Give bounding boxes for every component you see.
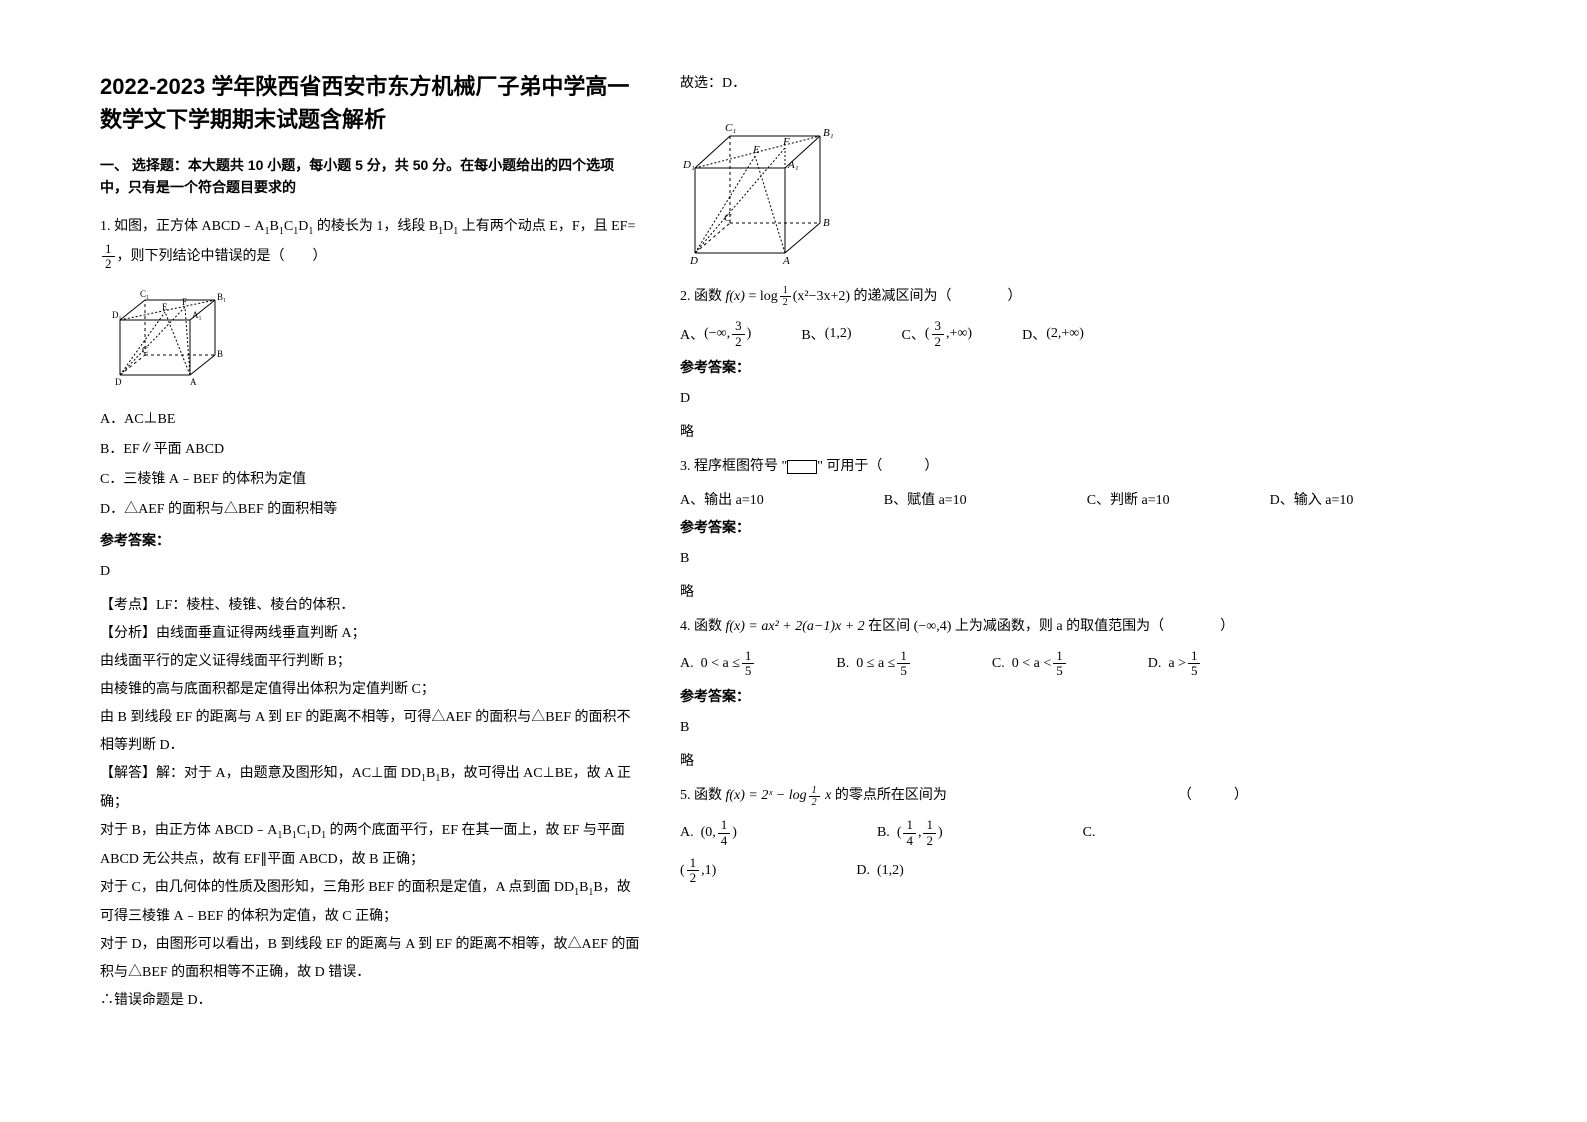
q2-answer: D xyxy=(680,385,1380,413)
cube-figure-small: D A C B D₁ A₁ C₁ B₁ E F xyxy=(100,285,240,395)
svg-text:D: D xyxy=(689,255,698,267)
q1-text-d: D xyxy=(298,219,308,234)
q1-opt-a: A．AC⊥BE xyxy=(100,406,640,434)
q2-opt-b: B、(1,2) xyxy=(801,324,851,344)
q4-answer: B xyxy=(680,714,1380,742)
q4-fx: f(x) = ax² + 2(a−1)x + 2 xyxy=(726,619,865,634)
q1-exp3: 由线面平行的定义证得线面平行判断 B； xyxy=(100,648,640,676)
svg-text:A: A xyxy=(190,377,197,387)
svg-text:D₁: D₁ xyxy=(682,159,695,171)
svg-text:E: E xyxy=(162,302,168,312)
q3-opt-d: D、输入 a=10 xyxy=(1270,489,1354,509)
svg-text:A₁: A₁ xyxy=(787,159,799,171)
q3-opt-b: B、赋值 a=10 xyxy=(884,489,967,509)
q1-exp1: 【考点】LF：棱柱、棱锥、棱台的体积． xyxy=(100,592,640,620)
q3-options: A、输出 a=10 B、赋值 a=10 C、判断 a=10 D、输入 a=10 xyxy=(680,489,1380,509)
q4-opt-c: C. 0 < a <15 xyxy=(992,649,1068,679)
svg-text:C₁: C₁ xyxy=(140,289,149,299)
q2-opt-d: D、(2,+∞) xyxy=(1022,324,1084,344)
q1-text-a: 1. 如图，正方体 ABCD﹣A xyxy=(100,219,265,234)
q1-text-h: ，则下列结论中错误的是（ ） xyxy=(117,249,327,264)
question-5: 5. 函数 f(x) = 2ˣ − log12 x 的零点所在区间为 （ ） xyxy=(680,782,1380,810)
svg-text:E: E xyxy=(752,144,760,156)
q1-exp8: 对于 C，由几何体的性质及图形知，三角形 BEF 的面积是定值，A 点到面 DD… xyxy=(100,874,640,931)
q3-exp: 略 xyxy=(680,579,1380,607)
q1-text-c: C xyxy=(284,219,293,234)
q2-exp: 略 xyxy=(680,419,1380,447)
q3-opt-c: C、判断 a=10 xyxy=(1087,489,1170,509)
q1-exp10: ∴错误命题是 D． xyxy=(100,987,640,1015)
svg-text:C: C xyxy=(724,212,732,224)
q4-opt-d: D. a >15 xyxy=(1148,649,1203,679)
q1-opt-d: D．△AEF 的面积与△BEF 的面积相等 xyxy=(100,496,640,524)
q1-answer-label: 参考答案： xyxy=(100,530,640,550)
svg-text:C: C xyxy=(142,345,148,355)
q1-answer: D xyxy=(100,558,640,586)
q1-exp11: 故选：D． xyxy=(680,70,1380,98)
q1-opt-c: C．三棱锥 A﹣BEF 的体积为定值 xyxy=(100,466,640,494)
q5-fx: f(x) = 2ˣ − log12 x xyxy=(726,788,835,803)
q3-answer-label: 参考答案： xyxy=(680,517,1380,537)
q1-exp5: 由 B 到线段 EF 的距离与 A 到 EF 的距离不相等，可得△AEF 的面积… xyxy=(100,704,640,760)
svg-text:D₁: D₁ xyxy=(112,310,122,320)
q4-exp: 略 xyxy=(680,748,1380,776)
q1-exp4: 由棱锥的高与底面积都是定值得出体积为定值判断 C； xyxy=(100,676,640,704)
cube-figure-large: D A C B D₁ A₁ C₁ B₁ E F xyxy=(680,108,840,268)
q2-fx: f(x) xyxy=(726,289,745,304)
svg-text:B₁: B₁ xyxy=(823,127,834,139)
q1-exp2: 【分析】由线面垂直证得两线垂直判断 A； xyxy=(100,620,640,648)
q5-opt-c: C. xyxy=(1083,825,1096,841)
q5-opt-b: B. (14,12) xyxy=(877,818,943,848)
q1-exp7: 对于 B，由正方体 ABCD﹣A1B1C1D1 的两个底面平行，EF 在其一面上… xyxy=(100,817,640,874)
svg-text:A: A xyxy=(782,255,790,267)
q4-answer-label: 参考答案： xyxy=(680,686,1380,706)
q5-options-row1: A. (0,14) B. (14,12) C. xyxy=(680,818,1380,848)
svg-text:D: D xyxy=(115,377,122,387)
svg-text:B₁: B₁ xyxy=(217,292,226,302)
svg-text:F: F xyxy=(182,297,187,307)
q5-opt-c-val: (12,1) xyxy=(680,856,716,886)
q1-text-g: 上有两个动点 E，F，且 EF= xyxy=(458,219,635,234)
q5-opt-a: A. (0,14) xyxy=(680,818,737,848)
q2-answer-label: 参考答案： xyxy=(680,357,1380,377)
question-3: 3. 程序框图符号 "" 可用于（ ） xyxy=(680,453,1380,481)
section-header: 一、 选择题：本大题共 10 小题，每小题 5 分，共 50 分。在每小题给出的… xyxy=(100,154,640,199)
process-box-icon xyxy=(787,460,817,474)
q2-options: A、(−∞,32) B、(1,2) C、(32,+∞) D、(2,+∞) xyxy=(680,319,1380,349)
q2-opt-a: A、(−∞,32) xyxy=(680,319,751,349)
q5-options-row2: (12,1) D. (1,2) xyxy=(680,856,1380,886)
question-2: 2. 函数 f(x) = log12(x²−3x+2) 的递减区间为（ ） xyxy=(680,283,1380,311)
q2-opt-c: C、(32,+∞) xyxy=(902,319,973,349)
q1-exp9: 对于 D，由图形可以看出，B 到线段 EF 的距离与 A 到 EF 的距离不相等… xyxy=(100,931,640,987)
q1-text-b: B xyxy=(270,219,279,234)
question-1: 1. 如图，正方体 ABCD﹣A1B1C1D1 的棱长为 1，线段 B1D1 上… xyxy=(100,213,640,271)
q3-answer: B xyxy=(680,545,1380,573)
svg-text:C₁: C₁ xyxy=(725,122,736,134)
exam-title: 2022-2023 学年陕西省西安市东方机械厂子弟中学高一数学文下学期期末试题含… xyxy=(100,70,640,136)
q1-frac: 12 xyxy=(102,242,115,272)
q1-text-e: 的棱长为 1，线段 B xyxy=(313,219,438,234)
q1-text-f: D xyxy=(443,219,453,234)
question-4: 4. 函数 f(x) = ax² + 2(a−1)x + 2 在区间 (−∞,4… xyxy=(680,613,1380,641)
q4-opt-a: A. 0 < a ≤15 xyxy=(680,649,756,679)
svg-text:A₁: A₁ xyxy=(192,310,202,320)
q4-options: A. 0 < a ≤15 B. 0 ≤ a ≤15 C. 0 < a <15 D… xyxy=(680,649,1380,679)
q3-opt-a: A、输出 a=10 xyxy=(680,489,764,509)
q5-opt-d: D. (1,2) xyxy=(856,863,903,879)
q4-opt-b: B. 0 ≤ a ≤15 xyxy=(836,649,911,679)
q1-opt-b: B．EF∥平面 ABCD xyxy=(100,436,640,464)
svg-text:F: F xyxy=(782,136,790,148)
q1-exp6: 【解答】解：对于 A，由题意及图形知，AC⊥面 DD1B1B，故可得出 AC⊥B… xyxy=(100,760,640,817)
svg-text:B: B xyxy=(823,217,830,229)
svg-text:B: B xyxy=(217,349,223,359)
